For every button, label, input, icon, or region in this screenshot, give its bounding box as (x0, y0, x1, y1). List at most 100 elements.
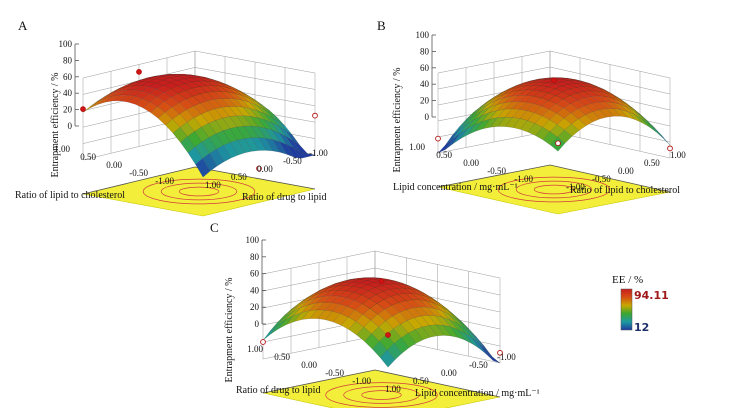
design-point (260, 339, 266, 345)
z-tick-label: 0 (425, 112, 430, 122)
z-tick-label: 100 (246, 235, 260, 245)
design-point (551, 77, 557, 84)
axis1-label: Lipid concentration / mg·mL⁻¹ (393, 182, 518, 193)
design-point (555, 140, 561, 147)
axis1-tick-label: 0.00 (301, 360, 317, 370)
floor-edge (82, 166, 316, 195)
design-point (80, 106, 86, 113)
axis1-tick-label: 0.00 (463, 158, 479, 168)
design-point (136, 69, 142, 75)
z-axis: 100 80 60 40 20 0 Entrapment efficiency / % (50, 39, 79, 178)
axis2-tick-label: 1.00 (670, 150, 686, 160)
axis1-tick-label: 0.50 (436, 150, 452, 160)
response-surface (437, 77, 671, 154)
contour-floor (262, 369, 501, 408)
z-tick-label: 60 (420, 63, 430, 73)
axis2-label: Ratio of lipid to cholesterol (570, 185, 680, 196)
panel-label: C (210, 220, 219, 235)
floor-contour (178, 186, 220, 197)
axis1-tick-label: 1.00 (409, 142, 425, 152)
axis2-label: Ratio of drug to lipid (242, 192, 326, 203)
floor-contour (325, 382, 438, 408)
z-tick-label: 40 (250, 285, 260, 295)
axis2-tick-label: 0.00 (257, 164, 273, 174)
axis2-tick-label: 0.50 (231, 172, 247, 182)
floor-contour (361, 390, 402, 400)
axis1-tick-label: 0.00 (106, 160, 122, 170)
axis1-tick-label: -0.50 (325, 368, 344, 378)
color-legend: EE / % 94.11 12 (612, 274, 669, 334)
axis1-tick-label: 0.50 (274, 352, 290, 362)
z-tick-label: 60 (250, 269, 260, 279)
axis1-tick-label: -0.50 (487, 166, 506, 176)
axis2-tick-label: -0.50 (283, 156, 302, 166)
axis2-tick-label: 1.00 (385, 384, 401, 394)
z-tick-label: 80 (420, 46, 430, 56)
floor-contour (160, 182, 238, 201)
design-point (256, 165, 262, 172)
floor-contour (343, 386, 420, 404)
floor-edge (437, 164, 671, 193)
axis2-label: Lipid concentration / mg·mL⁻¹ (415, 388, 540, 399)
design-points (260, 278, 503, 356)
z-grid-line (437, 50, 671, 79)
axis1-label: Ratio of lipid to cholesterol (15, 190, 125, 201)
response-surface (82, 74, 316, 178)
contour-floor (437, 164, 671, 215)
axis1-tick-label: -1.00 (155, 176, 174, 186)
panel-label: B (377, 18, 386, 33)
axis1-tick-label: -1.00 (352, 376, 371, 386)
design-points (80, 69, 318, 172)
axis2-tick-label: 0.00 (441, 368, 457, 378)
z-axis-label: Entrapment efficiency / % (50, 72, 61, 177)
axis1-tick-label: -1.00 (514, 174, 533, 184)
surface-patch (262, 324, 278, 341)
axis1-tick-label: 1.00 (247, 344, 263, 354)
axis2-tick-label: 0.00 (618, 166, 634, 176)
z-tick-label: 40 (63, 88, 73, 98)
surface-patch (90, 98, 106, 108)
axis1-tick-label: 0.50 (80, 152, 96, 162)
floor-contour (533, 184, 575, 195)
floor-axes: 1.00 0.50 0.00 -0.50 -1.00 -1.00 -0.50 0.00 0.50… (393, 142, 686, 196)
design-point (312, 112, 318, 119)
floor-edges (82, 166, 316, 195)
z-tick-label: 60 (63, 72, 73, 82)
z-tick-label: 20 (250, 302, 260, 312)
floor-contour (497, 176, 611, 203)
axis2-tick-label: 1.00 (205, 180, 221, 190)
axis1-tick-label: 1.00 (54, 144, 70, 154)
floor-edge (262, 369, 501, 398)
z-axis: 100 80 60 40 20 0 Entrapment efficiency / % (224, 235, 266, 383)
floor-edges (262, 369, 501, 398)
design-points (435, 77, 673, 152)
axis1-tick-label: -0.50 (129, 168, 148, 178)
response-surface (262, 277, 501, 368)
axis2-tick-label: 0.50 (644, 158, 660, 168)
floor-contour (515, 180, 593, 199)
legend-max-label: 94.11 (634, 289, 669, 302)
z-tick-label: 80 (250, 252, 260, 262)
surface-patch (641, 118, 657, 133)
axis2-tick-label: -0.50 (469, 360, 488, 370)
legend-color-bar (620, 288, 633, 331)
legend-title: EE / % (612, 274, 643, 286)
z-tick-label: 80 (63, 55, 73, 65)
floor-edges (437, 164, 671, 193)
surface-patch (648, 123, 664, 139)
design-point (667, 145, 673, 152)
axis2-tick-label: -1.00 (497, 352, 516, 362)
axis2-tick-label: -1.00 (309, 148, 328, 158)
axis1-label: Ratio of drug to lipid (236, 385, 320, 396)
panel-label: A (18, 18, 28, 33)
axis2-tick-label: -0.50 (592, 174, 611, 184)
axis2-tick-label: -1.00 (566, 182, 585, 192)
surface-patch (380, 349, 396, 368)
contour-floor (82, 166, 316, 217)
z-tick-label: 100 (59, 39, 73, 49)
chart-panel-c: 100 80 60 40 20 0 Entrapment efficiency / % 1.0… (210, 220, 540, 408)
